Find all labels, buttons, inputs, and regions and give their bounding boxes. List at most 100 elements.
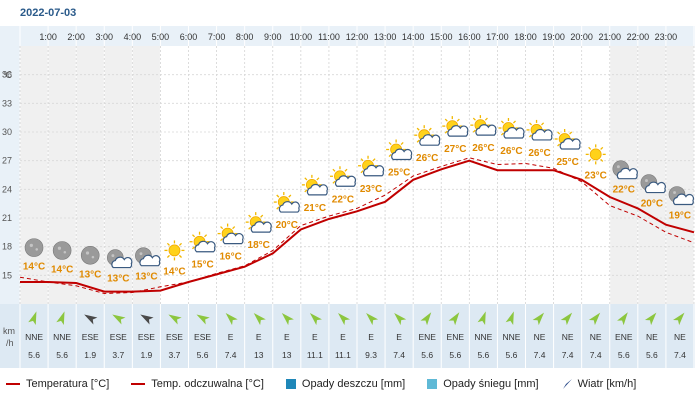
wind-speed-label: 11.1 [335,350,351,360]
sun-ray [178,242,182,246]
temperature-point-label: 26°C [500,146,522,157]
sun-ray [600,146,604,150]
sun-ray [166,254,170,258]
wind-arrow-icon [281,313,294,326]
hour-label: 1:00 [39,32,57,42]
temperature-point-label: 21°C [304,203,326,214]
wind-arrow-shape [140,314,154,325]
wind-arrow-shape [366,313,379,326]
temperature-point-label: 16°C [219,252,241,263]
wind-direction-label: NNE [474,332,492,342]
sun-ray [304,189,308,193]
wind-arrow-icon [168,314,182,325]
sun-ray [178,254,182,258]
wind-arrow-shape [225,313,238,326]
wind-direction-label: ESE [166,332,183,342]
legend-temperature-swatch [6,383,20,385]
wind-unit-km: km [3,326,15,336]
sun-ray [304,177,308,181]
wind-unit-h: /h [6,338,14,348]
temperature-point-label: 25°C [388,168,410,179]
sun-ray [192,246,196,250]
wind-direction-label: ENE [447,332,465,342]
cloud-shape [447,125,469,137]
legend-snow[interactable]: Opady śniegu [mm] [427,378,539,390]
sun-ray [569,131,573,135]
wind-row: km/h NNE 5.6 NNE 5.6 ESE 1.9 ESE 3.7 ESE 1.9 ESE 3.7… [3,311,686,360]
wind-arrow-shape [112,314,126,325]
sun-cloud-icon [301,174,328,196]
hour-label: 2:00 [67,32,85,42]
wind-direction-label: ESE [82,332,99,342]
sun-ray [512,120,516,124]
wind-direction-label: E [396,332,402,342]
sun-ray [372,158,376,162]
legend-feels-like[interactable]: Temp. odczuwalna [°C] [131,378,264,390]
sun-ray [400,141,404,146]
temperature-point-label: 13°C [107,274,129,285]
wind-speed-label: 7.4 [674,350,686,360]
wind-arrow-shape [281,313,294,326]
sun-icon [164,240,185,261]
sun-cloud-icon [386,139,413,161]
legend-wind[interactable]: Wiatr [km/h] [561,378,636,390]
temperature-point-label: 26°C [416,153,438,164]
hour-label: 12:00 [346,32,369,42]
legend-rain-swatch [285,379,296,389]
legend-feels-like-swatch [131,383,146,385]
sun-ray [232,226,236,230]
legend-temperature[interactable]: Temperatura [°C] [0,378,109,390]
chart-legend: Temperatura [°C] Temp. odczuwalna [°C] O… [0,372,695,396]
wind-arrow-shape [196,314,210,325]
wind-arrow-icon [28,311,37,326]
wind-speed-label: 7.4 [590,350,602,360]
legend-snow-label: Opady śniegu [mm] [443,378,539,390]
wind-speed-label: 7.4 [562,350,574,360]
wind-arrow-shape [394,313,407,326]
cloud-shape [363,164,385,177]
y-axis-strip [0,26,20,304]
night-cloud-icon [106,249,133,269]
wind-arrow-shape [253,313,266,326]
wind-direction-label: E [368,332,374,342]
hour-label: 7:00 [208,32,226,42]
temperature-point-label: 27°C [444,144,466,155]
sun-cloud-icon [526,119,553,141]
cloud-shape [475,124,497,136]
moon-crater [673,191,676,194]
wind-arrow-shape [588,312,601,326]
sun-ray [529,122,533,126]
temperature-point-label: 18°C [248,240,270,251]
legend-temperature-label: Temperatura [°C] [26,378,110,390]
wind-direction-label: ESE [138,332,155,342]
sun-ray [288,194,292,198]
cloud-shape [194,240,216,253]
temperature-point-label: 13°C [135,272,157,283]
wind-arrow-shape [448,312,460,326]
sun-ray [360,170,364,174]
cloud-shape [531,128,553,141]
chart-point-labels: 14°C 14°C 13°C 13°C 13°C 14°C 15°C 16°C 18°C 20°C… [23,115,695,285]
y-tick-label: 18 [2,242,12,252]
hour-label: 10:00 [290,32,313,42]
wind-arrow-shape [477,311,486,326]
sun-ray [416,127,420,131]
legend-rain[interactable]: Opady deszczu [mm] [285,378,405,390]
wind-arrow-icon [140,314,154,325]
wind-arrow-shape [560,312,573,326]
wind-arrow-icon [562,379,572,389]
sun-cloud-icon [245,212,272,233]
hour-label: 19:00 [542,32,565,42]
cloud-shape [503,127,525,139]
sun-ray [444,130,448,134]
hour-header-strip [0,26,695,46]
night-clear-icon [80,245,100,265]
wind-arrow-shape [309,313,322,326]
wind-direction-label: NNE [53,332,71,342]
sun-ray [444,118,448,122]
sun-ray [557,143,561,147]
wind-speed-label: 7.4 [393,350,405,360]
sun-cloud-icon [470,115,497,136]
cloud-shape [419,134,441,146]
